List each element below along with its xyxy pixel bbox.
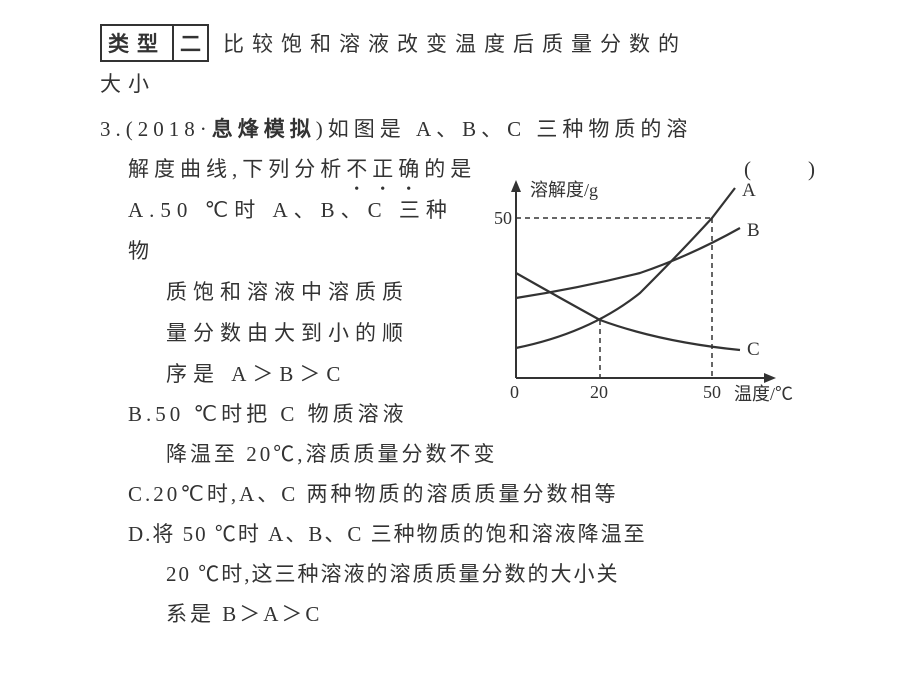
y-axis-arrow: [511, 180, 521, 192]
option-b-line1: B.50 ℃时把 C 物质溶液: [128, 394, 458, 435]
x-tick-50: 50: [703, 382, 721, 402]
option-c-line1: C.20℃时,A、C 两种物质的溶质质量分数相等: [128, 475, 820, 515]
y-axis-label: 溶解度/g: [530, 180, 598, 200]
question-number: 3.: [100, 117, 126, 141]
option-d-line3: 系是 B＞A＞C: [166, 595, 820, 635]
curve-a: [516, 188, 735, 348]
option-d: D.将 50 ℃时 A、B、C 三种物质的饱和溶液降温至: [128, 515, 820, 555]
curve-b: [516, 228, 740, 298]
source-suffix: )如图是 A、B、C 三种物质的溶: [316, 117, 693, 141]
option-c: C.20℃时,A、C 两种物质的溶质质量分数相等: [128, 475, 820, 515]
x-tick-20: 20: [590, 382, 608, 402]
x-axis-arrow: [764, 373, 776, 383]
chart-svg: 溶解度/g 50 0 20 50 温度/℃ A B C: [480, 178, 798, 418]
source-prefix: (2018·: [126, 117, 212, 141]
solubility-chart: 溶解度/g 50 0 20 50 温度/℃ A B C: [480, 178, 798, 418]
type-number: 二: [172, 24, 209, 62]
option-d-cont2: 系是 B＞A＞C: [166, 595, 820, 635]
type-label: 类型: [100, 24, 174, 62]
option-d-line1: D.将 50 ℃时 A、B、C 三种物质的饱和溶液降温至: [128, 515, 820, 555]
type-description-line1: 比较饱和溶液改变温度后质量分数的: [223, 28, 687, 58]
stem-text-a: 解度曲线,下列分析: [128, 157, 346, 181]
x-axis-label: 温度/℃: [734, 384, 793, 404]
emphasis-2: 正: [372, 150, 398, 190]
option-d-cont: 20 ℃时,这三种溶液的溶质质量分数的大小关: [166, 555, 820, 595]
y-tick-50: 50: [494, 208, 512, 228]
question-first-line: 3.(2018·息烽模拟)如图是 A、B、C 三种物质的溶: [100, 110, 820, 150]
x-tick-0: 0: [510, 382, 519, 402]
option-a-line2: 质饱和溶液中溶质质: [166, 272, 496, 313]
option-a-line4: 序是 A＞B＞C: [166, 354, 496, 395]
section-header: 类型 二 比较饱和溶液改变温度后质量分数的: [100, 24, 820, 62]
stem-text-b: 的是: [424, 157, 476, 181]
curve-label-b: B: [747, 220, 760, 241]
option-b-line2: 降温至 20℃,溶质质量分数不变: [166, 435, 820, 475]
emphasis-1: 不: [346, 150, 372, 190]
option-d-line2: 20 ℃时,这三种溶液的溶质质量分数的大小关: [166, 555, 820, 595]
source-bold: 息烽模拟: [212, 117, 316, 141]
emphasis-3: 确: [398, 150, 424, 190]
curve-label-a: A: [742, 180, 756, 201]
curve-label-c: C: [747, 339, 760, 360]
type-description-line2: 大小: [100, 68, 820, 98]
option-b-cont: 降温至 20℃,溶质质量分数不变: [166, 435, 820, 475]
option-a-line3: 量分数由大到小的顺: [166, 313, 496, 354]
